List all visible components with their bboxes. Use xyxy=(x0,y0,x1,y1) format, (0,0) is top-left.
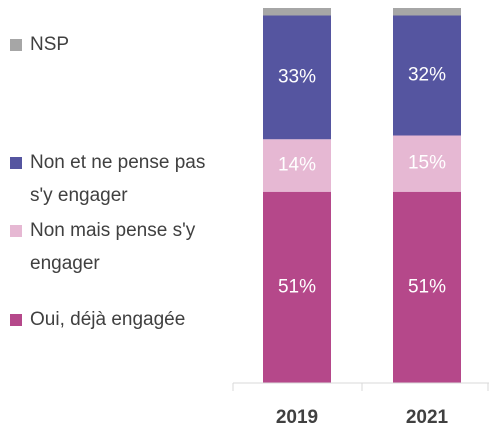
legend-item: Oui, déjà engagée xyxy=(10,303,215,336)
bar-segment xyxy=(393,8,461,16)
bar-segment xyxy=(263,15,331,140)
value-label: 15% xyxy=(408,153,446,174)
legend-item: Non mais pense s'y engager xyxy=(10,214,215,280)
bar-segment xyxy=(393,15,461,136)
x-tick-label: 2019 xyxy=(276,407,318,428)
bar-segment xyxy=(393,135,461,192)
bar-segment xyxy=(263,139,331,192)
value-label: 51% xyxy=(278,276,316,297)
legend-swatch xyxy=(10,225,22,237)
legend-swatch xyxy=(10,157,22,169)
legend-item: NSP xyxy=(10,28,215,61)
value-label: 33% xyxy=(278,66,316,87)
legend-label: Non mais pense s'y engager xyxy=(30,220,196,274)
legend-label: Oui, déjà engagée xyxy=(30,309,186,330)
legend-swatch xyxy=(10,39,22,51)
value-label: 14% xyxy=(278,155,316,176)
value-label: 51% xyxy=(408,276,446,297)
value-label: 32% xyxy=(408,65,446,86)
legend-label: NSP xyxy=(30,34,70,55)
bar-segment xyxy=(393,191,461,383)
legend-item: Non et ne pense pas s'y engager xyxy=(10,146,215,212)
bar-segment xyxy=(263,8,331,16)
bar-segment xyxy=(263,191,331,383)
x-tick-label: 2021 xyxy=(406,407,449,428)
legend-swatch xyxy=(10,314,22,326)
legend-label: Non et ne pense pas s'y engager xyxy=(30,152,206,206)
